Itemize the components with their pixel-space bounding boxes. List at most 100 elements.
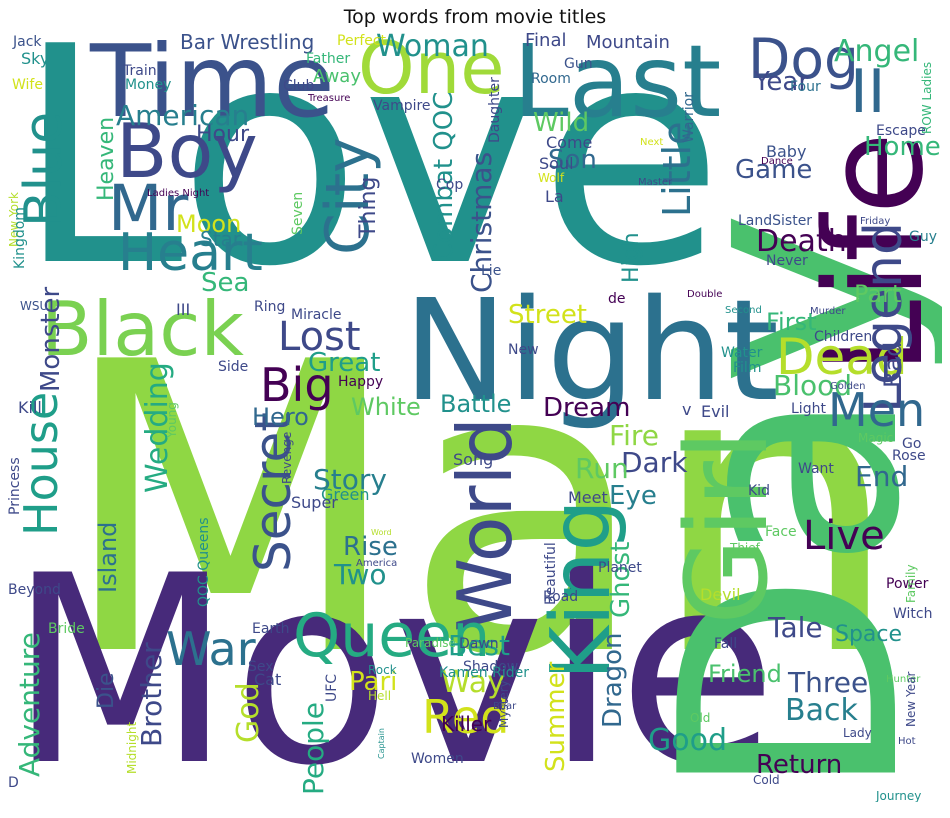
- word-cat: Cat: [254, 670, 282, 689]
- word-father: Father: [306, 51, 351, 67]
- word-final: Final: [525, 32, 567, 51]
- word-young: Young: [165, 402, 179, 438]
- word-new: New: [508, 342, 539, 358]
- word-master: Master: [638, 177, 673, 188]
- word-hunter: Hunter: [886, 674, 921, 685]
- word-thief: Thief: [730, 541, 760, 555]
- word-sea: Sea: [201, 268, 250, 298]
- word-miracle: Miracle: [291, 307, 342, 323]
- word-word: Word: [371, 528, 392, 537]
- word-midnight: Midnight: [125, 721, 139, 774]
- word-escape: Escape: [876, 123, 926, 139]
- word-high: High: [619, 232, 644, 283]
- word-mr: Mr: [108, 172, 189, 245]
- word-come: Come: [546, 133, 593, 152]
- word-eye: Eye: [609, 481, 657, 511]
- word-warrior: Warrior: [681, 91, 697, 143]
- word-good: Good: [648, 723, 727, 758]
- word-bear: Bear: [493, 701, 517, 712]
- word-movie: Movie: [8, 521, 778, 802]
- word-american: American: [116, 99, 250, 132]
- word-friday: Friday: [860, 216, 891, 227]
- word-dream: Dream: [543, 393, 631, 423]
- word-angel: Angel: [834, 34, 920, 69]
- word-lie: Lie: [481, 263, 502, 279]
- word-pari: Pari: [349, 667, 398, 697]
- word-wsu: WSU: [20, 299, 49, 313]
- word-first: First: [766, 308, 817, 336]
- word-way: Way: [441, 665, 505, 700]
- word-four: Four: [790, 79, 821, 95]
- word-song: Song: [453, 450, 494, 469]
- word-last: Last: [513, 32, 722, 140]
- word-brother: Brother: [135, 642, 168, 747]
- word-time: Time: [90, 32, 335, 140]
- word-people: People: [297, 701, 330, 795]
- word-super: Super: [291, 493, 338, 512]
- word-dragon: Dragon: [598, 632, 628, 728]
- word-paradise: Paradise: [405, 636, 456, 650]
- word-friend: Friend: [708, 660, 782, 688]
- word-wife: Wife: [12, 77, 43, 93]
- word-adventure: Adventure: [13, 632, 46, 777]
- word-dog: Dog: [748, 32, 859, 91]
- word-war: War: [166, 622, 256, 676]
- word-three: Three: [788, 666, 869, 699]
- word-de: de: [608, 291, 626, 307]
- word-kill: Kill: [18, 398, 42, 417]
- word-one: One: [358, 32, 505, 110]
- word-night: Night: [403, 270, 780, 433]
- word-mountain: Mountain: [586, 32, 670, 53]
- word-rock: Rock: [368, 663, 397, 677]
- word-men: Men: [828, 383, 926, 437]
- word-mystery: Mystery: [497, 680, 511, 728]
- word-train: Train: [123, 63, 157, 79]
- word-ii: II: [850, 57, 886, 127]
- word-great: Great: [308, 348, 381, 378]
- word-v: v: [682, 400, 692, 419]
- word-tale: Tale: [768, 611, 823, 644]
- word-lost: Lost: [278, 314, 361, 360]
- word-landsister: LandSister: [738, 213, 813, 229]
- word-run: Run: [575, 452, 629, 485]
- word-star: Star: [200, 227, 242, 251]
- word-game: Game: [735, 155, 813, 185]
- word-heaven: Heaven: [94, 116, 119, 201]
- word-killer: Killer: [441, 712, 492, 736]
- word-hero: Hero: [252, 403, 309, 431]
- word-return: Return: [756, 750, 843, 780]
- word-never: Never: [766, 253, 808, 269]
- word-want: Want: [798, 461, 834, 477]
- word-battle: Battle: [440, 390, 512, 418]
- word-island: Island: [94, 521, 122, 593]
- word-beyond: Beyond: [8, 582, 61, 598]
- word-bad: Bad: [879, 341, 907, 388]
- word-summer: Summer: [541, 661, 571, 772]
- word-queen: Queen: [293, 601, 491, 671]
- word-cloud: Love Man Movie Day Night Time Last Boy Life Girl K…: [8, 32, 942, 802]
- word-part: Part: [854, 280, 902, 308]
- word-d: D: [8, 775, 19, 791]
- word-white: White: [351, 393, 421, 421]
- word-red: Red: [422, 690, 510, 744]
- word-happy: Happy: [338, 374, 384, 390]
- word-love: Love: [16, 32, 724, 332]
- word-next: Next: [640, 137, 664, 148]
- word-treasure: Treasure: [308, 93, 351, 104]
- word-two: Two: [334, 558, 387, 591]
- word-perfect: Perfect: [337, 33, 387, 49]
- word-bride: Bride: [48, 621, 85, 637]
- word-space: Space: [835, 622, 903, 647]
- word-double: Double: [687, 289, 723, 300]
- word-best: Best: [448, 629, 511, 662]
- word-room: Room: [531, 71, 571, 87]
- word-die: Die: [94, 672, 119, 709]
- word-revenge: Revenge: [280, 431, 294, 484]
- word-away: Away: [313, 66, 361, 87]
- word-live: Live: [803, 513, 885, 559]
- word-big: Big: [260, 358, 334, 412]
- word-devil: Devil: [700, 585, 741, 604]
- word-evil: Evil: [701, 402, 730, 421]
- word-earth: Earth: [252, 621, 290, 637]
- word-hour: Hour: [196, 122, 249, 147]
